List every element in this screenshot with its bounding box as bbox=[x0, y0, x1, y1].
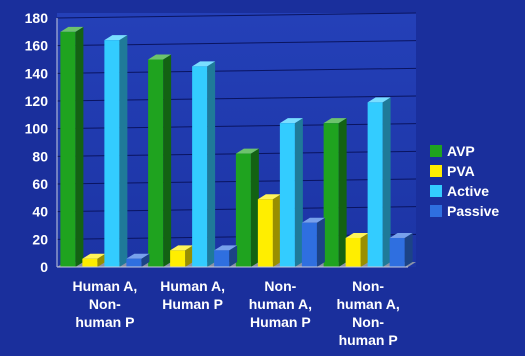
legend-swatch bbox=[430, 185, 442, 197]
bar-passive bbox=[301, 217, 325, 267]
bar-avp bbox=[235, 148, 259, 267]
axes: 0 20 40 60 80 100 120 140 160 180 Human A, Non-huma… bbox=[25, 10, 408, 348]
y-tick-label: 120 bbox=[25, 93, 49, 109]
y-tick-label: 20 bbox=[32, 231, 48, 247]
legend-label: AVP bbox=[447, 143, 475, 159]
bar-passive bbox=[214, 245, 238, 267]
y-tick-label: 60 bbox=[32, 176, 48, 192]
legend: AVP PVA Active Passive bbox=[430, 143, 499, 219]
legend-swatch bbox=[430, 205, 442, 217]
y-tick-label: 140 bbox=[25, 65, 49, 81]
bar-avp bbox=[323, 118, 347, 267]
bar-avp bbox=[148, 54, 172, 267]
bar-passive bbox=[389, 232, 413, 267]
bar-active bbox=[279, 118, 303, 267]
bar-pva bbox=[170, 245, 194, 267]
bars bbox=[60, 26, 413, 268]
bar-active bbox=[192, 61, 216, 268]
x-category-label: Non-human A, Human P bbox=[249, 278, 312, 330]
legend-swatch bbox=[430, 165, 442, 177]
y-tick-label: 160 bbox=[25, 38, 49, 54]
bar-active bbox=[367, 97, 391, 267]
x-category-label: Non-human A, Non-human P bbox=[336, 278, 399, 348]
y-tick-label: 180 bbox=[25, 10, 49, 26]
legend-label: Active bbox=[447, 183, 489, 199]
legend-label: Passive bbox=[447, 203, 499, 219]
bar-pva bbox=[345, 232, 369, 267]
y-tick-label: 0 bbox=[40, 259, 48, 275]
bar-passive bbox=[126, 253, 150, 267]
y-tick-label: 80 bbox=[32, 148, 48, 164]
bar-avp bbox=[60, 26, 84, 268]
bar-active bbox=[104, 35, 128, 268]
bar-pva bbox=[82, 253, 106, 267]
gridline bbox=[56, 12, 417, 19]
y-tick-label: 40 bbox=[32, 204, 48, 220]
x-category-label: Human A, Non-human P bbox=[72, 278, 137, 330]
legend-label: PVA bbox=[447, 163, 475, 179]
x-category-label: Human A, Human P bbox=[160, 278, 225, 312]
legend-swatch bbox=[430, 145, 442, 157]
y-tick-label: 100 bbox=[25, 121, 49, 137]
bar-pva bbox=[257, 194, 281, 267]
